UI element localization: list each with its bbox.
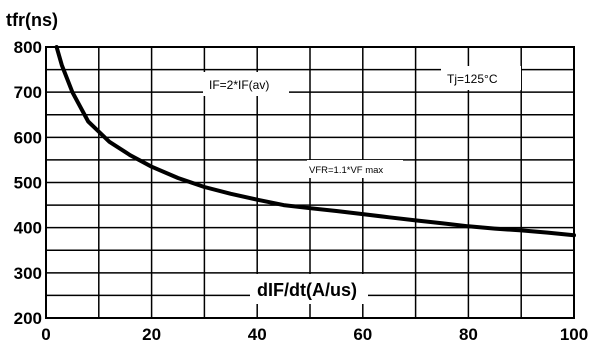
y-tick-label: 800 — [14, 38, 42, 57]
x-tick-label: 20 — [142, 325, 161, 344]
x-tick-label: 60 — [353, 325, 372, 344]
annotation-vfr: VFR=1.1*VF max — [309, 165, 383, 176]
x-axis-title-box — [250, 274, 368, 304]
annotation-box-if — [203, 72, 289, 96]
y-tick-label: 700 — [14, 83, 42, 102]
annotation-if: IF=2*IF(av) — [209, 78, 269, 92]
annotation-tj: Tj=125°C — [447, 72, 498, 86]
y-tick-label: 500 — [14, 174, 42, 193]
x-axis-title: dIF/dt(A/us) — [257, 280, 357, 300]
x-tick-labels: 0 20 40 60 80 100 — [41, 325, 588, 344]
series-line — [54, 45, 576, 238]
x-tick-label: 0 — [41, 325, 50, 344]
y-tick-label: 600 — [14, 128, 42, 147]
x-tick-label: 80 — [459, 325, 478, 344]
y-tick-label: 200 — [14, 309, 42, 328]
plot-frame — [45, 46, 575, 319]
annotation-box-tj — [441, 66, 521, 90]
y-axis-title: tfr(ns) — [6, 10, 58, 30]
x-tick-label: 100 — [560, 325, 588, 344]
y-tick-label: 400 — [14, 219, 42, 238]
annotation-box-vfr — [307, 160, 403, 178]
x-tick-label: 40 — [248, 325, 267, 344]
y-tick-label: 300 — [14, 264, 42, 283]
y-tick-labels: 200 300 400 500 600 700 800 — [14, 38, 42, 328]
